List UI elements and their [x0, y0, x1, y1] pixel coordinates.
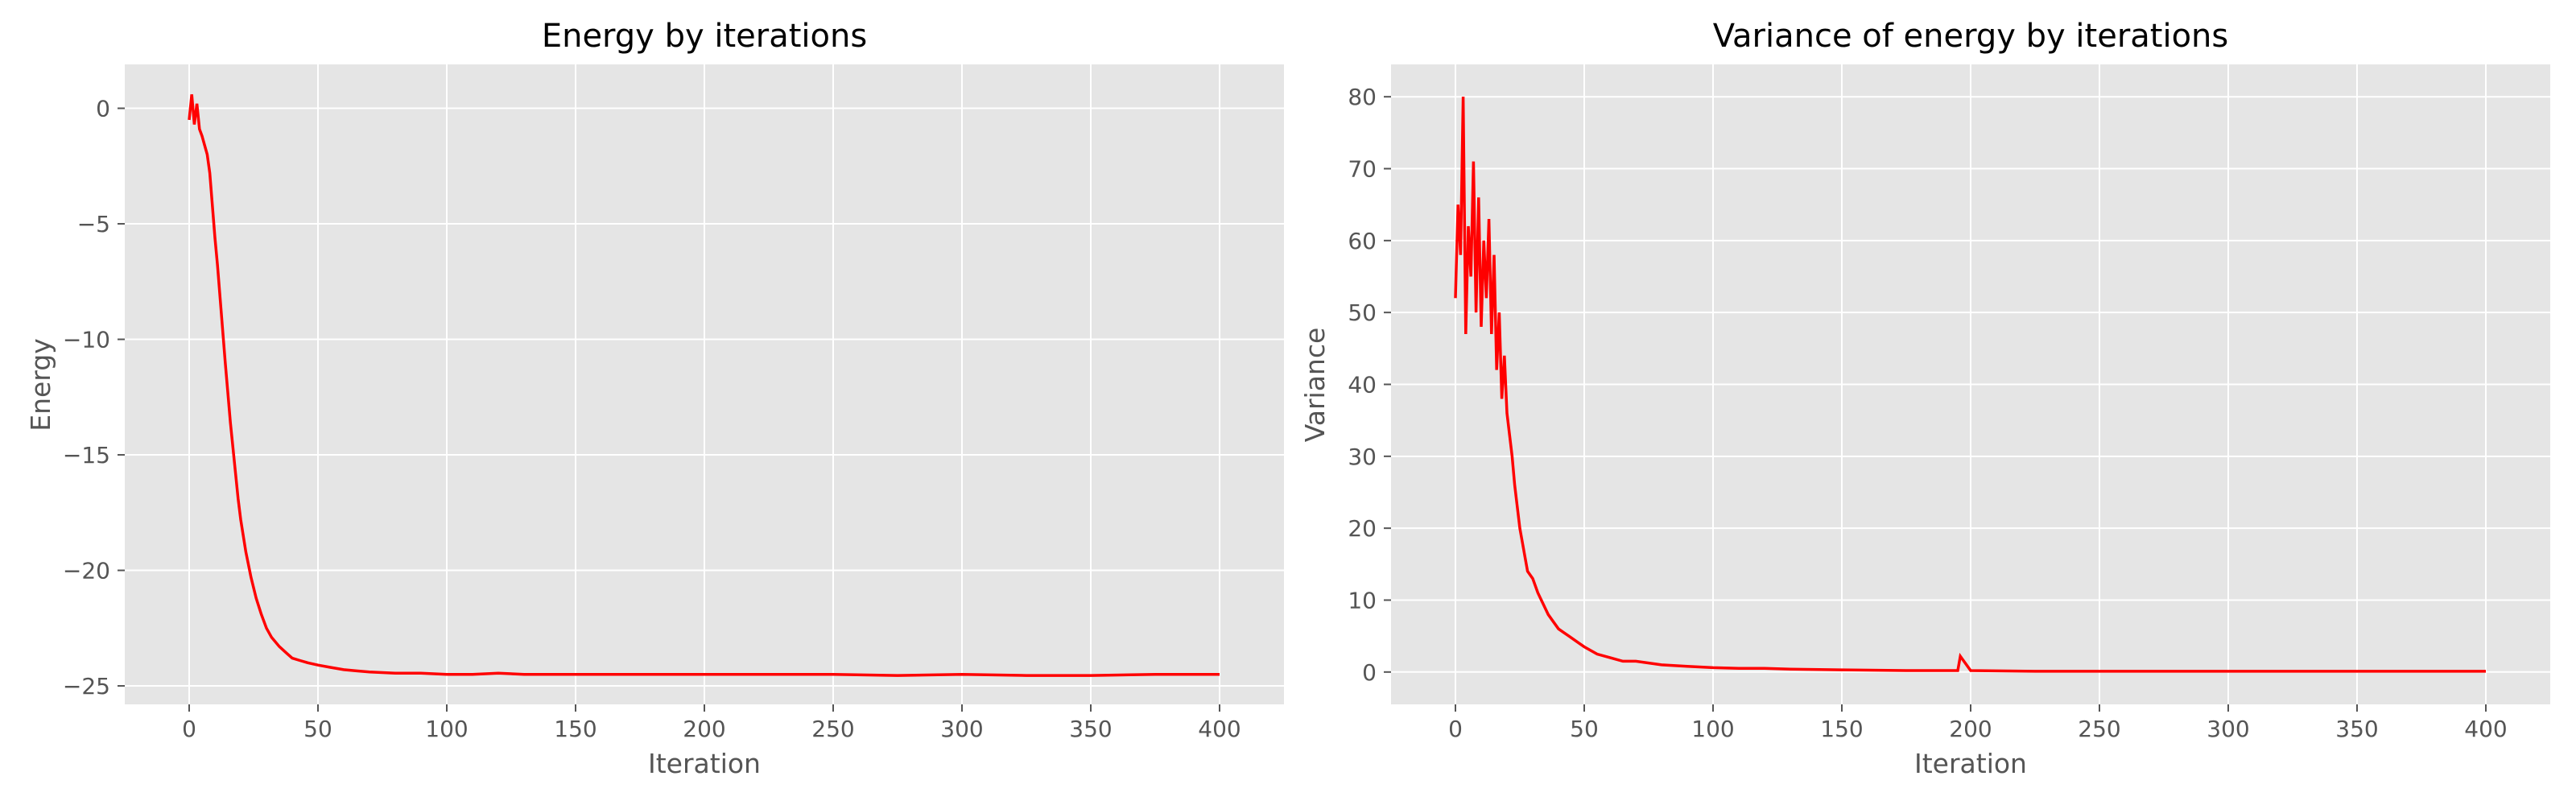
variance-x-tick-label: 150 — [1820, 716, 1863, 742]
variance-y-tick-label: 60 — [1348, 228, 1377, 254]
variance-x-axis-label: Iteration — [1914, 748, 2027, 779]
energy-y-tick-label: −15 — [63, 442, 110, 469]
variance-x-tick-label: 200 — [1949, 716, 1992, 742]
variance-x-tick-label: 300 — [2207, 716, 2249, 742]
variance-x-tick-label: 400 — [2464, 716, 2507, 742]
energy-y-tick-label: 0 — [96, 96, 110, 122]
variance-y-tick-label: 40 — [1348, 372, 1377, 398]
variance-x-tick-label: 250 — [2078, 716, 2120, 742]
energy-y-tick-label: −20 — [63, 558, 110, 584]
variance-x-tick-label: 350 — [2335, 716, 2378, 742]
energy-x-tick-label: 400 — [1198, 716, 1241, 742]
variance-y-tick-label: 0 — [1362, 659, 1377, 686]
variance-y-axis-label: Variance — [1299, 328, 1331, 443]
variance-chart-title: Variance of energy by iterations — [1713, 18, 2228, 55]
variance-series — [1454, 97, 2486, 673]
energy-x-axis-label: Iteration — [648, 748, 761, 779]
variance-x-tick-label: 100 — [1691, 716, 1734, 742]
energy-ticks: 0 50 100 150 200 250 300 350 400 0 −5 −10 −15 −20 −25 — [63, 96, 1241, 742]
energy-series-line — [188, 94, 1220, 677]
variance-x-tick-label: 50 — [1570, 716, 1599, 742]
variance-chart: 0 50 100 150 200 250 300 350 400 0 10 20 30 40 50 60 70 8… — [1299, 18, 2550, 779]
energy-grid — [125, 64, 1284, 704]
energy-x-tick-label: 250 — [811, 716, 854, 742]
variance-grid — [1391, 64, 2550, 704]
energy-chart-title: Energy by iterations — [542, 18, 867, 55]
energy-x-tick-label: 300 — [940, 716, 983, 742]
energy-chart: 0 50 100 150 200 250 300 350 4000−5−10−15−20−25 … — [25, 18, 1284, 779]
variance-y-tick-label: 50 — [1348, 299, 1377, 326]
variance-ticks: 0 50 100 150 200 250 300 350 400 0 10 20 30 40 50 60 70 8… — [1348, 84, 2507, 742]
variance-y-tick-label: 20 — [1348, 515, 1377, 542]
variance-x-tick-label: 0 — [1448, 716, 1463, 742]
variance-y-tick-label: 80 — [1348, 84, 1377, 110]
variance-y-tick-label: 70 — [1348, 156, 1377, 183]
variance-y-tick-label: 30 — [1348, 444, 1377, 470]
energy-x-tick-label: 0 — [182, 716, 196, 742]
energy-y-axis-label: Energy — [25, 338, 56, 431]
energy-y-tick-label: −5 — [77, 211, 110, 237]
variance-series-line — [1454, 97, 2486, 673]
energy-x-tick-label: 150 — [554, 716, 597, 742]
energy-x-tick-label: 350 — [1069, 716, 1112, 742]
energy-x-tick-label: 200 — [683, 716, 725, 742]
energy-y-tick-label: −25 — [63, 673, 110, 700]
energy-x-tick-label: 100 — [425, 716, 468, 742]
energy-y-tick-label: −10 — [63, 327, 110, 353]
variance-y-tick-label: 10 — [1348, 587, 1377, 613]
energy-series — [188, 94, 1220, 677]
energy-x-tick-label: 50 — [303, 716, 332, 742]
